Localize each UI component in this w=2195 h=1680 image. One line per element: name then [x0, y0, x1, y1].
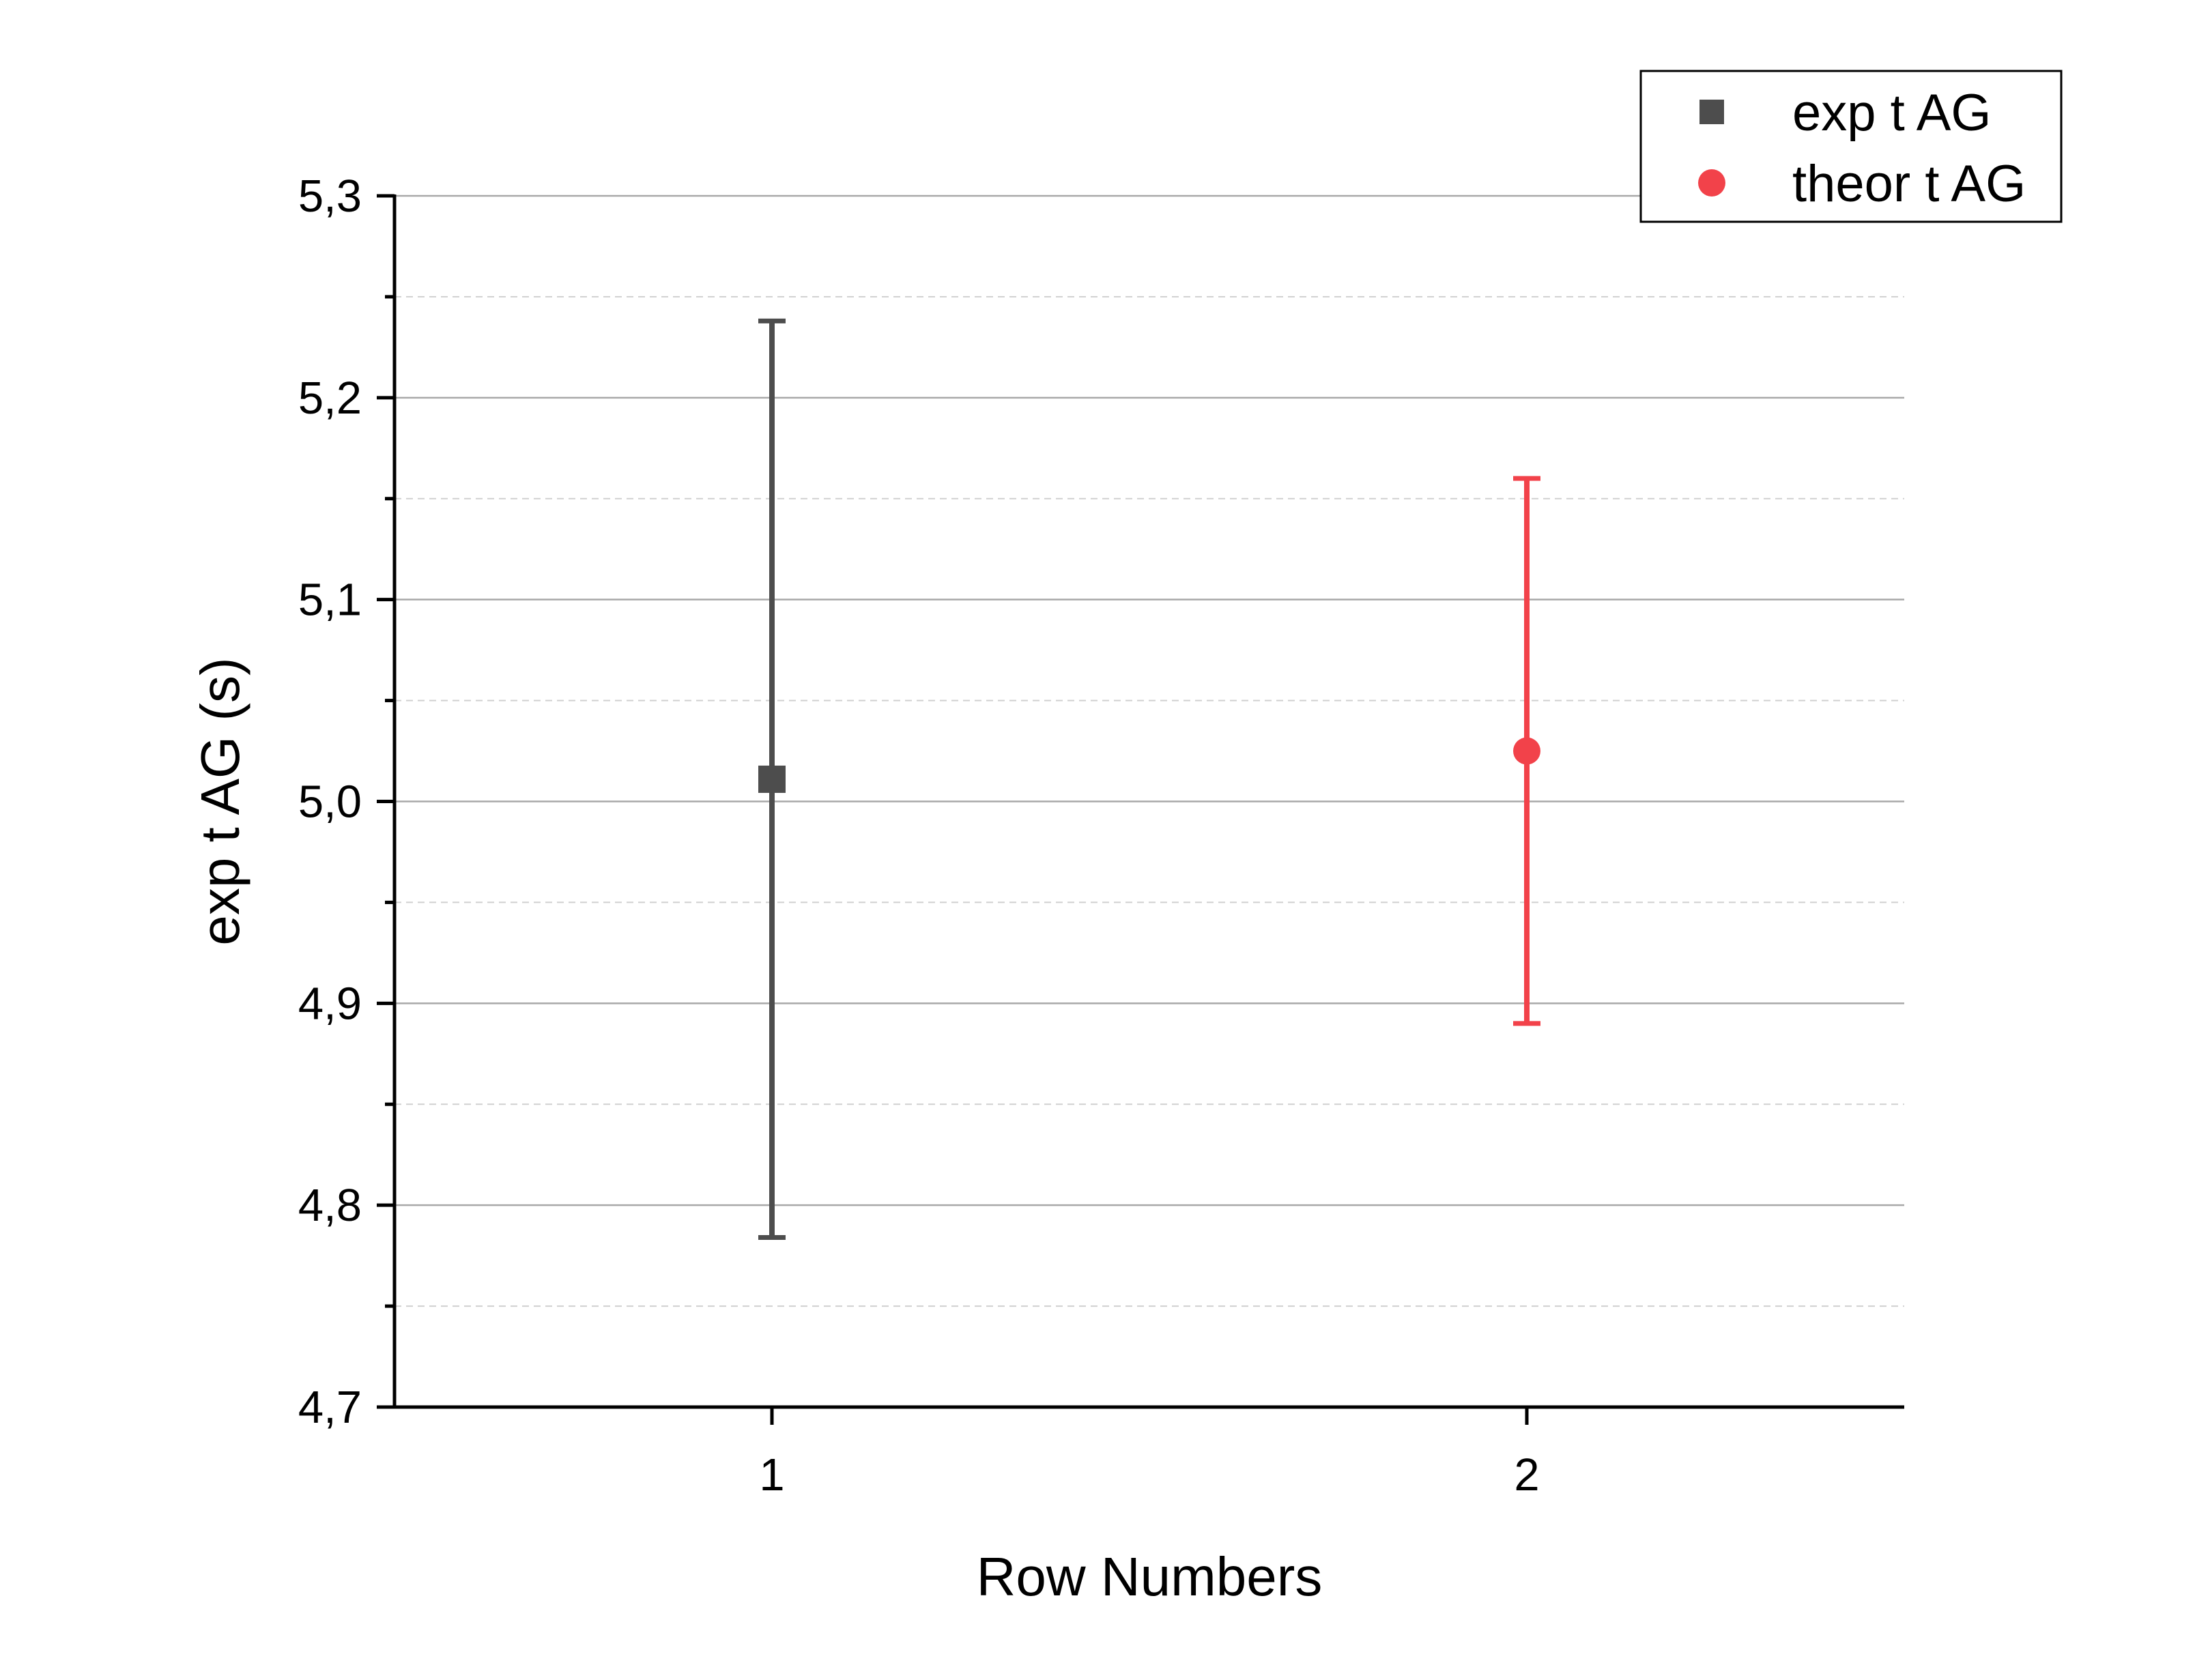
legend-box [1639, 70, 2063, 223]
y-tick-label: 5,0 [298, 777, 362, 828]
y-tick-label: 5,2 [298, 373, 362, 424]
x-axis-title: Row Numbers [977, 1546, 1323, 1607]
data-point [758, 765, 786, 793]
legend: exp t AG theor t AG [1639, 70, 2063, 223]
x-tick-label: 2 [1514, 1449, 1539, 1501]
data-series [758, 318, 1540, 1240]
series-1 [758, 318, 786, 1240]
legend-marker [1698, 169, 1725, 197]
y-axis-title: exp t AG (s) [190, 657, 250, 945]
data-point [1513, 737, 1540, 765]
series-2 [1513, 476, 1540, 1026]
legend-marker [1699, 100, 1724, 124]
y-tick-label: 5,3 [298, 171, 362, 222]
axes: 4,7 4,8 4,9 5,0 5,1 5,2 5,3 1 2 [298, 171, 1904, 1501]
legend-label: theor t AG [1792, 155, 2026, 213]
y-tick-label: 4,9 [298, 978, 362, 1029]
y-tick-label: 5,1 [298, 575, 362, 626]
legend-label: exp t AG [1792, 84, 1992, 142]
grid [394, 194, 1904, 1307]
y-tick-label: 4,8 [298, 1180, 362, 1231]
x-tick-label: 1 [759, 1449, 784, 1501]
y-tick-label: 4,7 [298, 1382, 362, 1433]
